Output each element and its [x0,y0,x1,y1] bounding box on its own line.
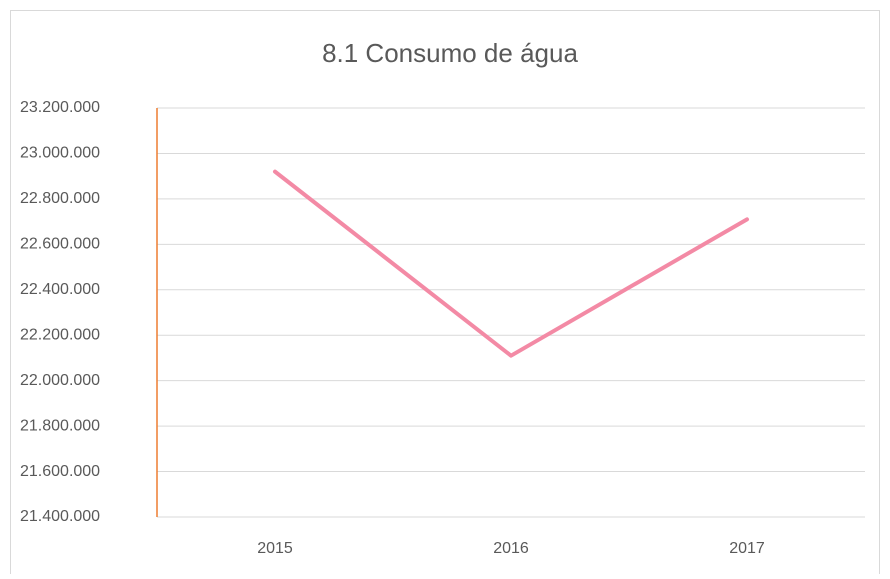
y-tick-label: 22.200.000 [20,326,100,343]
y-tick-label: 22.800.000 [20,190,100,207]
x-tick-label: 2015 [257,540,293,557]
y-tick-label: 23.200.000 [20,99,100,116]
y-tick-label: 21.600.000 [20,463,100,480]
x-tick-label: 2017 [729,540,765,557]
y-tick-label: 22.600.000 [20,236,100,253]
chart-title: 8.1 Consumo de água [322,38,578,68]
data-line [273,169,749,358]
y-tick-label: 21.400.000 [20,508,100,525]
chart-frame [10,10,880,579]
y-tick-label: 22.000.000 [20,372,100,389]
y-tick-label: 23.000.000 [20,145,100,162]
y-tick-label: 21.800.000 [20,417,100,434]
x-tick-label: 2016 [493,540,529,557]
y-tick-label: 22.400.000 [20,281,100,298]
